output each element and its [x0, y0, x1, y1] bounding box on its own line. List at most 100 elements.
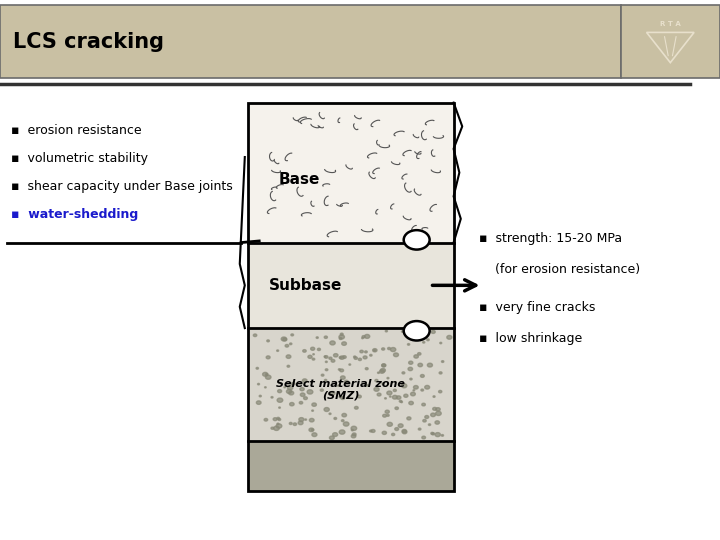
Circle shape — [404, 394, 408, 397]
Circle shape — [402, 372, 405, 374]
Circle shape — [352, 433, 356, 436]
Circle shape — [395, 407, 398, 409]
Circle shape — [264, 387, 266, 388]
Circle shape — [423, 420, 426, 422]
Circle shape — [408, 367, 413, 370]
Circle shape — [410, 392, 415, 396]
Circle shape — [342, 342, 346, 346]
Circle shape — [300, 388, 304, 391]
Text: ▪  erosion resistance: ▪ erosion resistance — [11, 124, 141, 137]
Bar — [248, 103, 454, 491]
Circle shape — [375, 380, 378, 382]
Circle shape — [342, 414, 346, 417]
Circle shape — [263, 373, 268, 376]
Circle shape — [393, 389, 396, 392]
Text: Subbase: Subbase — [269, 278, 343, 293]
Circle shape — [339, 335, 344, 339]
Circle shape — [409, 401, 413, 405]
Circle shape — [351, 426, 356, 430]
Circle shape — [302, 349, 306, 352]
Circle shape — [439, 372, 442, 374]
Circle shape — [309, 428, 314, 431]
Circle shape — [338, 385, 340, 387]
Circle shape — [325, 369, 328, 371]
Circle shape — [402, 430, 407, 434]
Circle shape — [273, 418, 277, 421]
Circle shape — [343, 356, 346, 359]
Circle shape — [286, 355, 291, 359]
Circle shape — [379, 370, 384, 373]
Circle shape — [374, 350, 376, 351]
Circle shape — [339, 430, 345, 434]
Circle shape — [387, 422, 392, 427]
Circle shape — [340, 369, 343, 372]
Circle shape — [329, 357, 332, 360]
Circle shape — [418, 353, 421, 355]
Circle shape — [441, 361, 444, 362]
Circle shape — [382, 348, 384, 350]
Circle shape — [410, 378, 412, 380]
Circle shape — [325, 356, 328, 358]
Circle shape — [404, 230, 430, 249]
Circle shape — [310, 418, 314, 422]
Circle shape — [271, 427, 274, 429]
Circle shape — [359, 358, 361, 361]
Text: ▪  low shrinkage: ▪ low shrinkage — [479, 332, 582, 345]
Circle shape — [256, 367, 258, 369]
Circle shape — [387, 414, 390, 416]
Circle shape — [377, 393, 381, 396]
Circle shape — [287, 389, 292, 394]
Circle shape — [312, 433, 317, 436]
Circle shape — [396, 396, 401, 399]
Circle shape — [365, 368, 368, 370]
Circle shape — [343, 422, 349, 426]
Circle shape — [349, 364, 351, 365]
Text: ▪  strength: 15-20 MPa: ▪ strength: 15-20 MPa — [479, 232, 622, 245]
Circle shape — [267, 340, 269, 342]
Circle shape — [279, 407, 280, 408]
Circle shape — [413, 386, 418, 389]
Circle shape — [266, 374, 268, 375]
Circle shape — [340, 356, 344, 359]
Circle shape — [264, 418, 268, 421]
Circle shape — [293, 423, 297, 426]
Circle shape — [436, 408, 440, 411]
Circle shape — [305, 419, 307, 420]
Circle shape — [333, 433, 338, 436]
Circle shape — [382, 364, 386, 367]
Circle shape — [277, 398, 283, 402]
Circle shape — [351, 435, 356, 438]
Circle shape — [300, 401, 302, 404]
Circle shape — [318, 348, 320, 350]
Circle shape — [387, 391, 392, 395]
Circle shape — [256, 401, 261, 404]
Circle shape — [427, 339, 429, 341]
Circle shape — [341, 376, 345, 379]
Circle shape — [422, 403, 426, 406]
Circle shape — [333, 354, 338, 357]
Circle shape — [374, 387, 379, 392]
Circle shape — [404, 321, 430, 341]
Circle shape — [285, 345, 289, 347]
Circle shape — [440, 342, 442, 344]
Circle shape — [292, 382, 295, 385]
Circle shape — [427, 330, 430, 333]
Text: Select material zone
(SMZ): Select material zone (SMZ) — [276, 379, 405, 401]
Circle shape — [334, 417, 337, 420]
Circle shape — [312, 410, 313, 411]
Circle shape — [253, 334, 257, 336]
Circle shape — [266, 375, 271, 379]
Circle shape — [428, 424, 431, 426]
Bar — [0, 5, 621, 78]
Circle shape — [392, 433, 395, 436]
Circle shape — [425, 415, 428, 418]
Circle shape — [351, 429, 354, 431]
Circle shape — [373, 349, 377, 352]
Circle shape — [401, 401, 402, 403]
Circle shape — [259, 395, 261, 397]
Circle shape — [361, 338, 364, 339]
Circle shape — [324, 356, 326, 357]
Circle shape — [311, 429, 314, 431]
Bar — [248, 103, 454, 242]
Text: ▪  shear capacity under Base joints: ▪ shear capacity under Base joints — [11, 180, 233, 193]
